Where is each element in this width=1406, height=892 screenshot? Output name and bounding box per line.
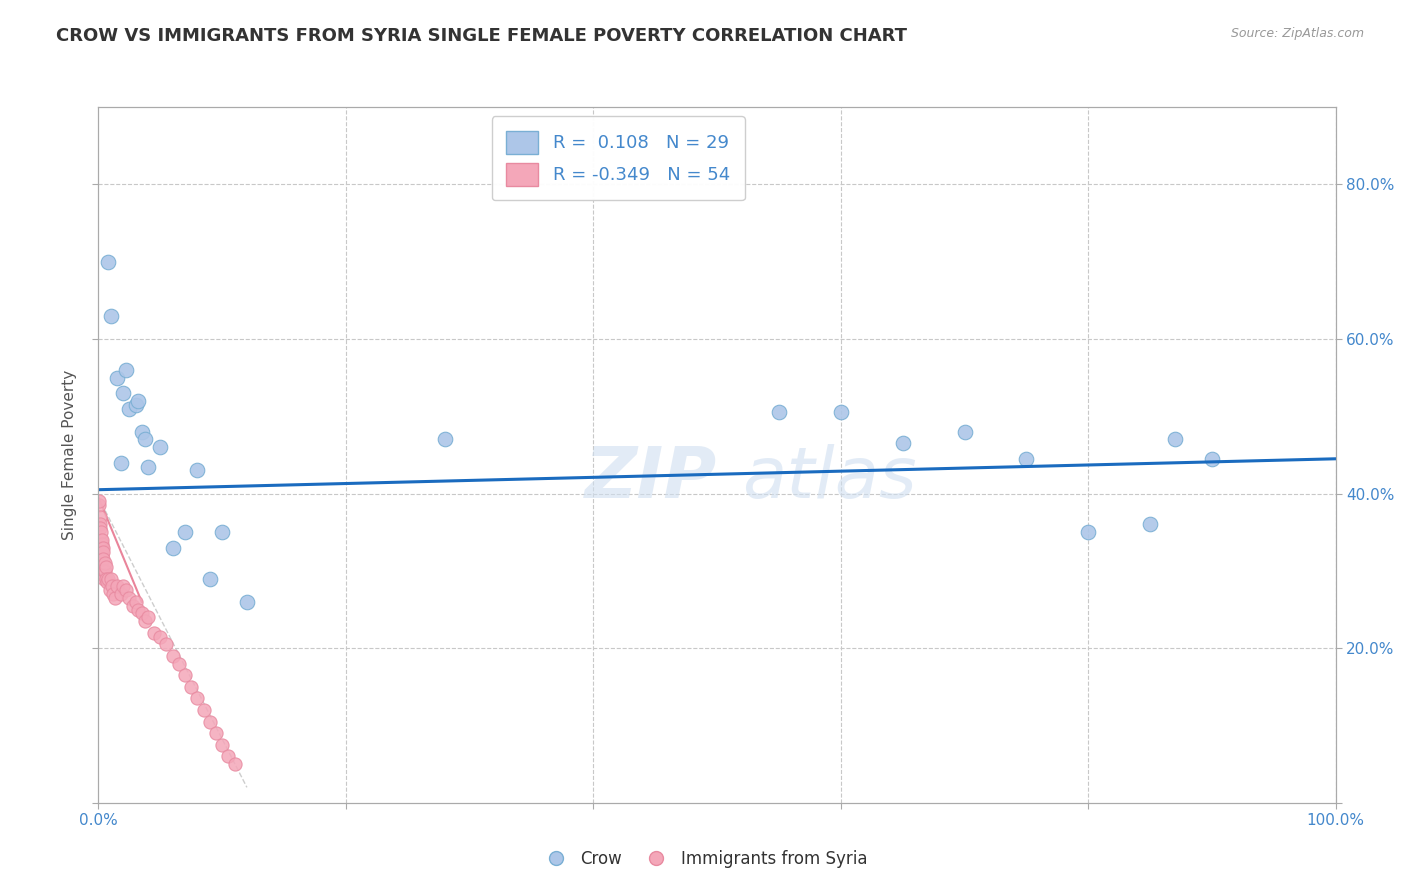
Point: [149, 630, 172, 644]
Point: [193, 703, 215, 717]
Y-axis label: Single Female Poverty: Single Female Poverty: [62, 370, 77, 540]
Point: [118, 591, 141, 605]
Point: [93, 552, 115, 566]
Point: [1139, 517, 1161, 532]
Point: [162, 648, 184, 663]
Point: [1077, 525, 1099, 540]
Point: [89, 517, 111, 532]
Point: [1164, 433, 1187, 447]
Point: [91, 541, 114, 555]
Point: [205, 726, 228, 740]
Point: [118, 401, 141, 416]
Point: [236, 595, 259, 609]
Point: [1201, 451, 1223, 466]
Point: [114, 363, 136, 377]
Point: [96, 575, 118, 590]
Point: [136, 459, 159, 474]
Point: [110, 587, 132, 601]
Legend: R =  0.108   N = 29, R = -0.349   N = 54: R = 0.108 N = 29, R = -0.349 N = 54: [492, 116, 745, 201]
Legend: Crow, Immigrants from Syria: Crow, Immigrants from Syria: [533, 844, 873, 875]
Point: [167, 657, 190, 671]
Point: [94, 560, 117, 574]
Point: [131, 425, 153, 439]
Text: atlas: atlas: [742, 443, 917, 513]
Point: [122, 599, 145, 613]
Point: [174, 525, 197, 540]
Point: [93, 564, 115, 578]
Point: [91, 544, 114, 558]
Point: [97, 254, 120, 268]
Point: [91, 541, 114, 555]
Point: [134, 433, 156, 447]
Point: [105, 579, 128, 593]
Point: [93, 572, 115, 586]
Point: [953, 425, 976, 439]
Point: [224, 757, 246, 772]
Point: [830, 405, 852, 419]
Point: [198, 572, 221, 586]
Point: [97, 572, 120, 586]
Point: [134, 614, 156, 628]
Point: [90, 537, 112, 551]
Point: [103, 587, 125, 601]
Point: [114, 583, 136, 598]
Point: [90, 549, 112, 563]
Point: [149, 440, 172, 454]
Point: [131, 607, 153, 621]
Point: [211, 738, 233, 752]
Point: [1015, 451, 1038, 466]
Point: [180, 680, 202, 694]
Point: [143, 625, 166, 640]
Point: [90, 525, 112, 540]
Point: [162, 541, 184, 555]
Point: [186, 463, 208, 477]
Point: [103, 591, 125, 605]
Point: [110, 456, 132, 470]
Point: [186, 691, 208, 706]
Point: [94, 556, 117, 570]
Point: [105, 370, 128, 384]
Point: [112, 386, 135, 401]
Text: ZIP: ZIP: [585, 443, 717, 513]
Text: Source: ZipAtlas.com: Source: ZipAtlas.com: [1230, 27, 1364, 40]
Point: [217, 749, 239, 764]
Point: [100, 572, 122, 586]
Point: [90, 533, 112, 547]
Point: [891, 436, 914, 450]
Point: [198, 714, 221, 729]
Point: [98, 583, 121, 598]
Point: [112, 579, 135, 593]
Point: [136, 610, 159, 624]
Point: [89, 509, 111, 524]
Point: [90, 541, 112, 555]
Point: [100, 309, 122, 323]
Text: CROW VS IMMIGRANTS FROM SYRIA SINGLE FEMALE POVERTY CORRELATION CHART: CROW VS IMMIGRANTS FROM SYRIA SINGLE FEM…: [56, 27, 907, 45]
Point: [127, 393, 149, 408]
Point: [155, 637, 177, 651]
Point: [101, 579, 124, 593]
Point: [91, 533, 114, 547]
Point: [89, 521, 111, 535]
Point: [174, 668, 197, 682]
Point: [87, 498, 110, 512]
Point: [768, 405, 790, 419]
Point: [127, 602, 149, 616]
Point: [96, 572, 118, 586]
Point: [89, 494, 111, 508]
Point: [93, 567, 115, 582]
Point: [124, 398, 146, 412]
Point: [124, 595, 146, 609]
Point: [211, 525, 233, 540]
Point: [93, 564, 115, 578]
Point: [433, 433, 456, 447]
